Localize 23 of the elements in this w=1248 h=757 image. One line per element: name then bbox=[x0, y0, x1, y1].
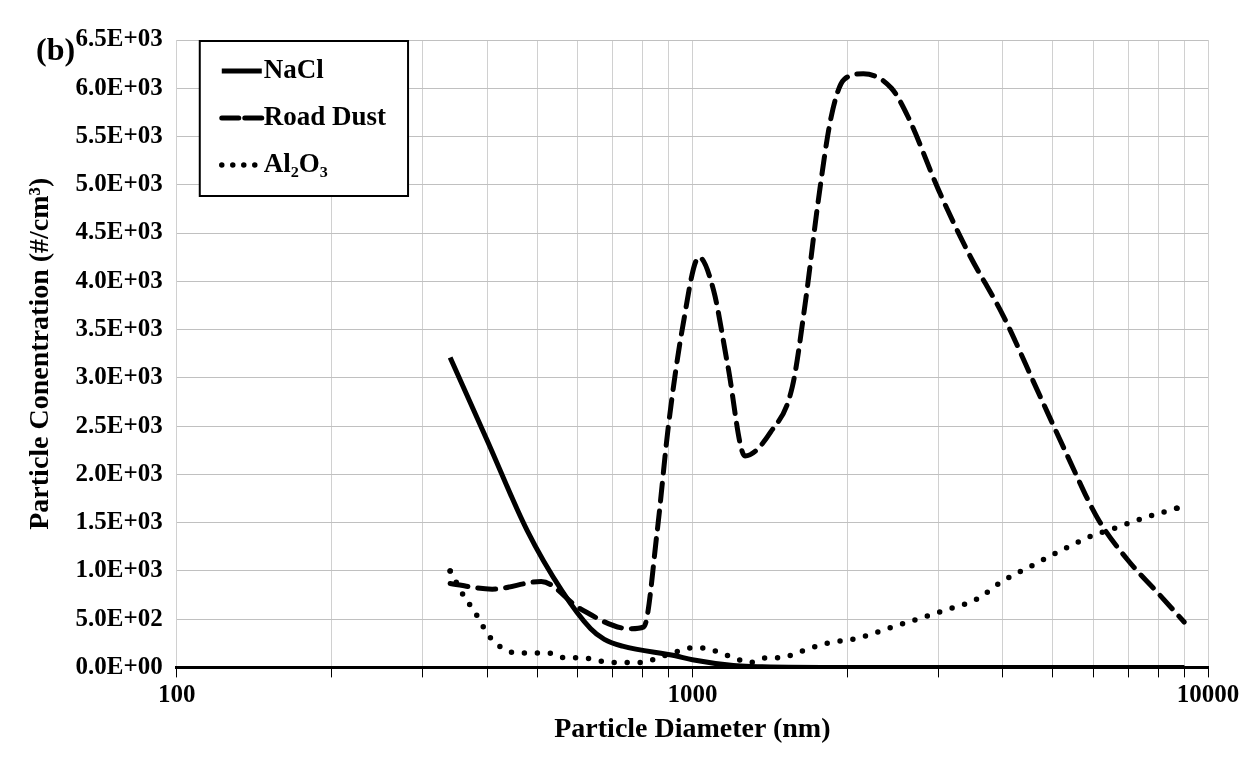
chart-title: (b) bbox=[36, 31, 76, 68]
y-tick-label: 2.0E+03 bbox=[75, 458, 163, 486]
y-tick-label: 6.5E+03 bbox=[75, 24, 163, 52]
legend-label: Al₂O₃ bbox=[263, 147, 328, 178]
legend-label: NaCl bbox=[263, 53, 325, 84]
y-tick-label: 5.0E+02 bbox=[75, 603, 163, 631]
y-tick-label: 5.5E+03 bbox=[75, 120, 163, 148]
x-tick-label: 1000 bbox=[667, 679, 718, 707]
y-tick-label: 3.0E+03 bbox=[75, 362, 163, 390]
legend-label: Road Dust bbox=[263, 100, 387, 131]
y-tick-label: 6.0E+03 bbox=[75, 72, 163, 100]
y-tick-label: 4.5E+03 bbox=[75, 217, 163, 245]
y-tick-label: 1.0E+03 bbox=[75, 555, 163, 583]
y-axis-title: Particle Conentration (#/cm³) bbox=[23, 177, 55, 530]
x-tick-label: 10000 bbox=[1176, 679, 1240, 707]
x-tick-label: 100 bbox=[158, 679, 196, 707]
y-tick-label: 5.0E+03 bbox=[75, 169, 163, 197]
y-tick-label: 0.0E+00 bbox=[75, 651, 163, 679]
y-tick-label: 3.5E+03 bbox=[75, 314, 163, 342]
x-axis-title: Particle Diameter (nm) bbox=[554, 712, 831, 744]
y-tick-label: 2.5E+03 bbox=[75, 410, 163, 438]
y-tick-label: 4.0E+03 bbox=[75, 265, 163, 293]
y-tick-label: 1.5E+03 bbox=[75, 507, 163, 535]
